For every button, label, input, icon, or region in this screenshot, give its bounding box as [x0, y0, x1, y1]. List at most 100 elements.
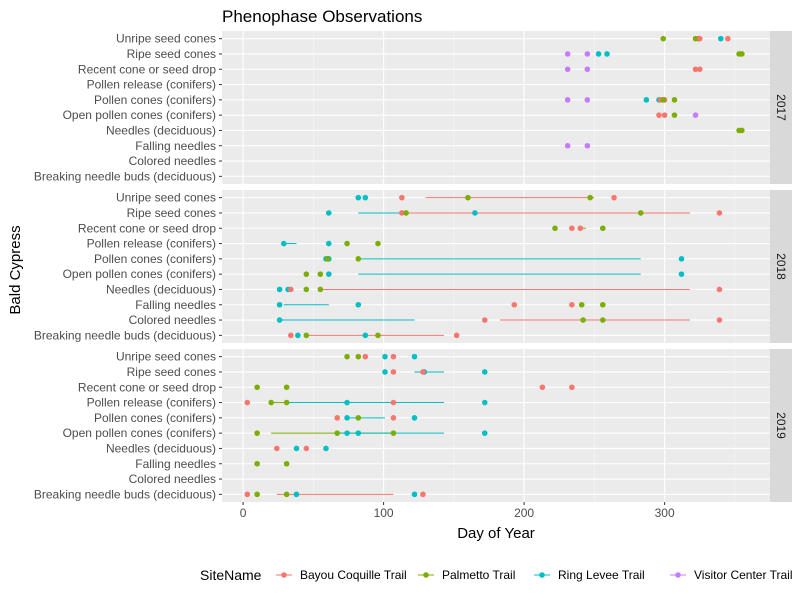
chart-title: Phenophase Observations: [222, 7, 422, 26]
point-palmetto-trail: [254, 460, 260, 467]
point-ring-levee-trail: [382, 353, 388, 360]
point-bayou-coquille-trail: [244, 491, 251, 498]
y-tick-label: Pollen release (conifers): [87, 237, 216, 251]
point-bayou-coquille-trail: [569, 384, 575, 391]
point-visitor-center-trail: [564, 97, 571, 103]
point-ring-levee-trail: [325, 210, 332, 216]
y-tick-label: Ripe seed cones: [127, 206, 216, 220]
y-tick-label: Needles (deciduous): [106, 282, 216, 296]
y-tick-label: Open pollen cones (conifers): [63, 426, 216, 440]
point-bayou-coquille-trail: [716, 317, 723, 323]
point-bayou-coquille-trail: [390, 399, 397, 406]
y-tick-label: Colored needles: [129, 154, 216, 168]
point-visitor-center-trail: [692, 112, 699, 118]
point-ring-levee-trail: [411, 491, 418, 498]
point-palmetto-trail: [303, 286, 310, 293]
y-tick-label: Pollen cones (conifers): [94, 411, 216, 425]
point-palmetto-trail: [403, 210, 409, 216]
point-ring-levee-trail: [325, 240, 332, 247]
y-tick-label: Breaking needle buds (deciduous): [34, 169, 216, 183]
y-tick-label: Recent cone or seed drop: [78, 62, 216, 76]
point-visitor-center-trail: [564, 142, 571, 149]
legend-key-point: [423, 572, 429, 578]
point-ring-levee-trail: [355, 430, 362, 436]
point-palmetto-trail: [599, 301, 606, 308]
point-bayou-coquille-trail: [362, 353, 369, 360]
point-palmetto-trail: [283, 460, 290, 467]
point-visitor-center-trail: [564, 51, 571, 57]
point-palmetto-trail: [671, 97, 678, 103]
point-bayou-coquille-trail: [661, 112, 668, 118]
point-ring-levee-trail: [382, 369, 388, 375]
point-bayou-coquille-trail: [611, 194, 617, 201]
point-palmetto-trail: [739, 127, 745, 134]
y-tick-label: Unripe seed cones: [116, 32, 216, 46]
point-palmetto-trail: [254, 430, 260, 436]
legend-title: SiteName: [200, 567, 262, 583]
x-axis: 0 100 200 300: [240, 502, 675, 520]
point-palmetto-trail: [355, 353, 362, 360]
point-palmetto-trail: [375, 332, 381, 339]
point-palmetto-trail: [355, 256, 362, 262]
point-palmetto-trail: [317, 286, 324, 293]
y-tick-label: Ripe seed cones: [127, 47, 216, 61]
point-ring-levee-trail: [362, 332, 369, 339]
point-palmetto-trail: [580, 317, 586, 323]
point-bayou-coquille-trail: [725, 35, 731, 42]
point-palmetto-trail: [344, 353, 350, 360]
point-ring-levee-trail: [481, 399, 488, 406]
y-tick-label: Pollen cones (conifers): [94, 93, 216, 107]
point-ring-levee-trail: [276, 301, 283, 308]
point-bayou-coquille-trail: [577, 225, 584, 232]
point-palmetto-trail: [283, 491, 290, 498]
point-bayou-coquille-trail: [569, 301, 575, 308]
point-ring-levee-trail: [411, 415, 418, 421]
point-palmetto-trail: [599, 225, 606, 232]
point-bayou-coquille-trail: [511, 301, 518, 308]
y-axis-title: Bald Cypress: [7, 225, 24, 314]
x-tick-label: 200: [514, 506, 534, 520]
point-bayou-coquille-trail: [539, 384, 546, 391]
point-bayou-coquille-trail: [399, 194, 405, 201]
point-ring-levee-trail: [293, 445, 300, 452]
point-bayou-coquille-trail: [692, 66, 699, 73]
point-bayou-coquille-trail: [303, 445, 310, 452]
point-ring-levee-trail: [344, 399, 350, 406]
point-visitor-center-trail: [584, 142, 591, 149]
facet-strip: [770, 31, 792, 184]
point-visitor-center-trail: [584, 66, 591, 73]
y-tick-label: Pollen cones (conifers): [94, 252, 216, 266]
legend-label-palmetto-trail: Palmetto Trail: [442, 568, 515, 582]
point-ring-levee-trail: [355, 194, 362, 201]
point-palmetto-trail: [465, 194, 471, 201]
point-ring-levee-trail: [293, 491, 300, 498]
point-palmetto-trail: [303, 332, 310, 339]
point-bayou-coquille-trail: [244, 399, 251, 406]
point-ring-levee-trail: [295, 332, 301, 339]
point-bayou-coquille-trail: [390, 369, 397, 375]
point-bayou-coquille-trail: [274, 445, 280, 452]
point-bayou-coquille-trail: [481, 317, 488, 323]
point-palmetto-trail: [552, 225, 558, 232]
point-visitor-center-trail: [584, 97, 591, 103]
y-tick-label: Falling needles: [135, 457, 216, 471]
legend-label-ring-levee-trail: Ring Levee Trail: [558, 568, 645, 582]
x-tick-label: 0: [240, 506, 247, 520]
x-tick-label: 100: [374, 506, 394, 520]
point-bayou-coquille-trail: [569, 225, 575, 232]
legend-key-point: [281, 572, 287, 578]
point-visitor-center-trail: [584, 51, 591, 57]
facet-strip: [770, 190, 792, 343]
y-tick-label: Needles (deciduous): [106, 441, 216, 455]
point-palmetto-trail: [324, 256, 331, 262]
y-tick-label: Breaking needle buds (deciduous): [34, 487, 216, 501]
y-tick-label: Colored needles: [129, 472, 216, 486]
facet-strip-label: 2018: [774, 253, 788, 280]
point-ring-levee-trail: [643, 97, 650, 103]
y-tick-label: Unripe seed cones: [116, 350, 216, 364]
point-ring-levee-trail: [678, 256, 685, 262]
point-ring-levee-trail: [595, 51, 602, 57]
